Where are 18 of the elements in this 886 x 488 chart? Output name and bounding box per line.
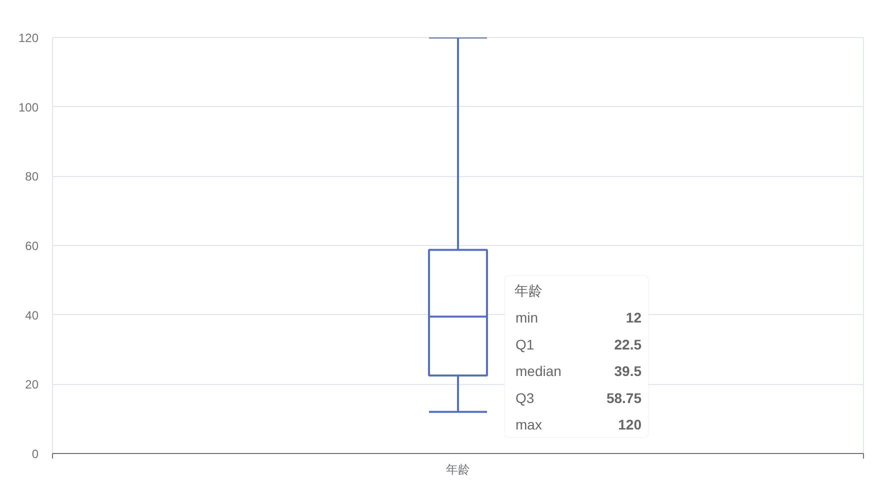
y-tick-label: 60 — [25, 239, 39, 253]
y-tick-label: 40 — [25, 308, 39, 322]
annotation: Q1 — [516, 336, 534, 352]
y-tick-label: 80 — [25, 170, 39, 184]
annotation: 58.75 — [606, 390, 642, 406]
annotation: 120 — [618, 416, 642, 432]
annotation: 12 — [626, 310, 642, 326]
annotation: 22.5 — [614, 336, 642, 352]
annotation: median — [516, 363, 562, 379]
y-tick-label: 100 — [18, 100, 39, 114]
y-tick-label: 120 — [18, 31, 39, 45]
annotation: 39.5 — [614, 363, 642, 379]
annotation: max — [516, 416, 542, 432]
category-label: 年龄 — [514, 282, 542, 298]
annotation: min — [516, 310, 538, 326]
y-tick-label: 0 — [32, 447, 39, 461]
annotation: Q3 — [516, 390, 534, 406]
y-tick-label: 20 — [25, 378, 39, 392]
